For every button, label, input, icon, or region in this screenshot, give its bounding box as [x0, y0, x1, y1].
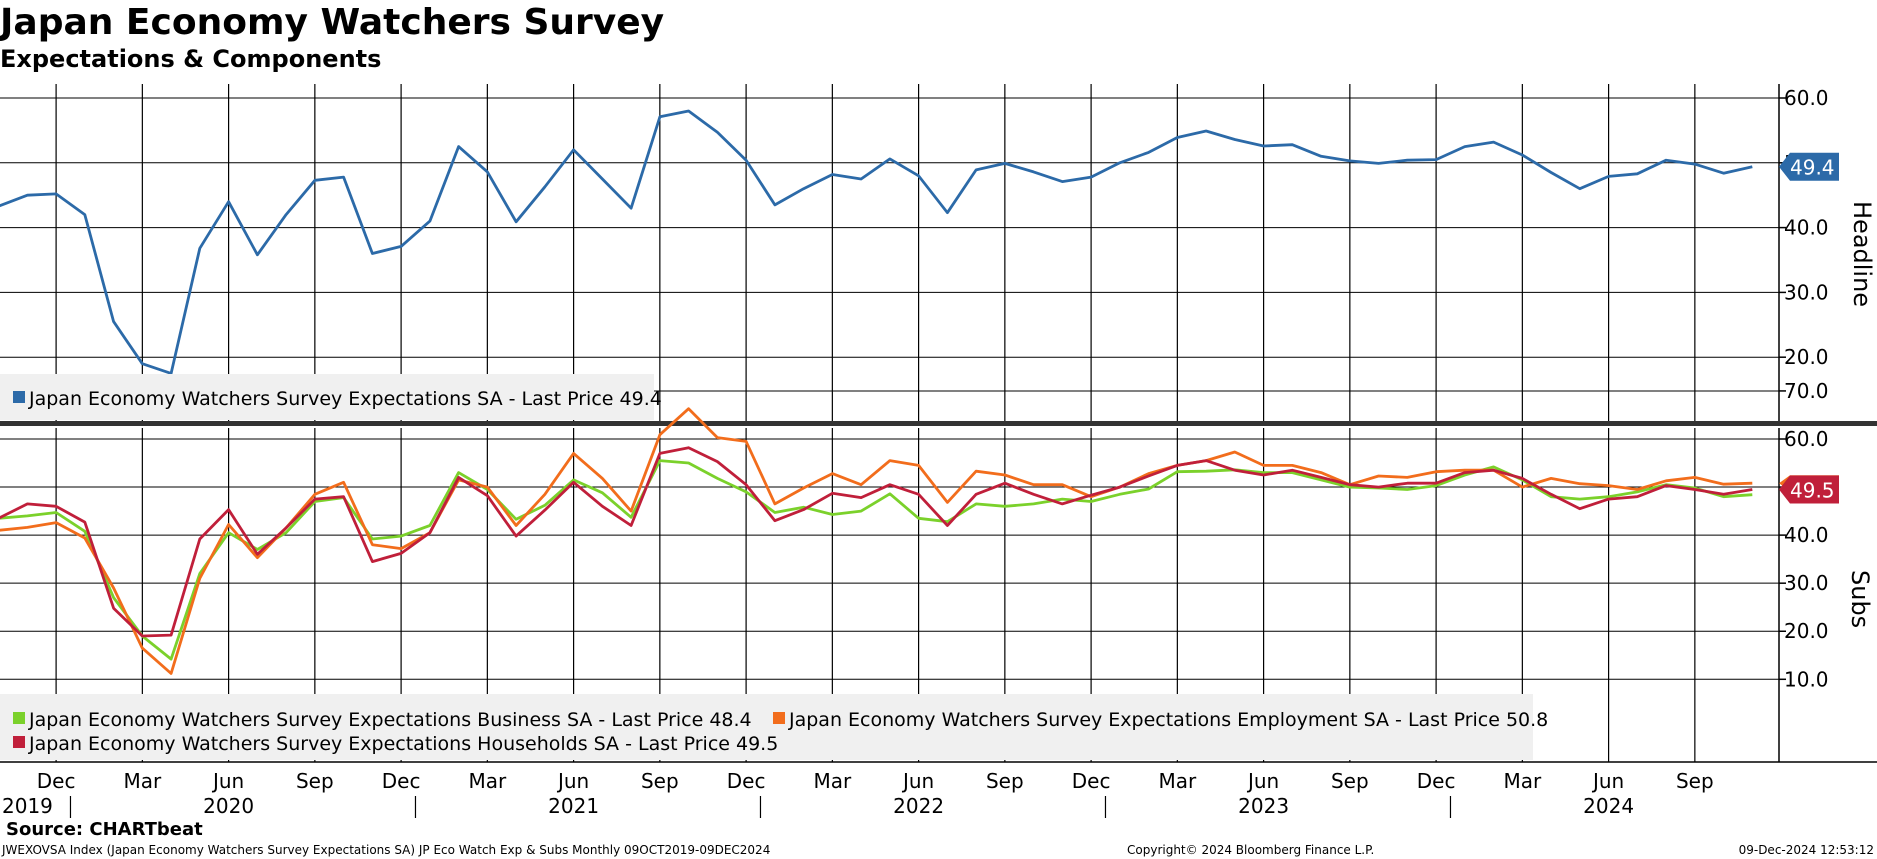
legend-swatch-business [13, 712, 25, 724]
y-tick-label: 20.0 [1784, 619, 1829, 643]
y-tick-label: 60.0 [1784, 427, 1829, 451]
x-year-label: 2023 [1238, 794, 1289, 818]
legend-swatch-households [13, 736, 25, 748]
x-tick-label: Jun [1591, 769, 1624, 793]
x-tick-label: Sep [1676, 769, 1714, 793]
x-tick-label: Dec [382, 769, 421, 793]
x-tick-label: Mar [813, 769, 852, 793]
y-tick-label: 30.0 [1784, 571, 1829, 595]
series-line-employment [0, 407, 1753, 675]
x-year-label: 2021 [548, 794, 599, 818]
headline-last-price-badge [1779, 152, 1839, 181]
households-last-price-label: 49.5 [1790, 478, 1835, 502]
source-note: Source: CHARTbeat [6, 819, 203, 840]
x-tick-label: Dec [1417, 769, 1456, 793]
x-tick-label: Sep [641, 769, 679, 793]
y-tick-label: 60.0 [1784, 86, 1829, 110]
y-tick-label: 70.0 [1784, 379, 1829, 403]
series-line-households [0, 446, 1753, 638]
panel-divider [0, 421, 1877, 426]
legend-swatch-employment [773, 712, 785, 724]
x-tick-label: Dec [727, 769, 766, 793]
legend-label-households: Japan Economy Watchers Survey Expectatio… [28, 733, 778, 755]
x-tick-label: Mar [1158, 769, 1197, 793]
y-tick-label: 10.0 [1784, 667, 1829, 691]
x-tick-label: Jun [1246, 769, 1279, 793]
y-tick-label: 30.0 [1784, 280, 1829, 304]
legend-label-employment: Japan Economy Watchers Survey Expectatio… [788, 709, 1548, 731]
x-tick-label: Jun [211, 769, 244, 793]
x-tick-label: Dec [37, 769, 76, 793]
legend-label-business: Japan Economy Watchers Survey Expectatio… [28, 709, 752, 731]
index-description: JWEXOVSA Index (Japan Economy Watchers S… [2, 843, 771, 857]
x-tick-label: Sep [296, 769, 334, 793]
series-line-business [0, 459, 1753, 661]
x-tick-label: Dec [1072, 769, 1111, 793]
x-tick-label: Sep [986, 769, 1024, 793]
y-tick-label: 20.0 [1784, 345, 1829, 369]
x-year-label: 2022 [893, 794, 944, 818]
series-line-headline [0, 109, 1753, 375]
x-tick-label: Mar [123, 769, 162, 793]
timestamp: 09-Dec-2024 12:53:12 [1738, 843, 1874, 857]
x-year-label: 2019 [2, 794, 53, 818]
x-year-label: 2024 [1583, 794, 1634, 818]
headline-last-price-label: 49.4 [1790, 156, 1835, 180]
y-tick-label: 40.0 [1784, 523, 1829, 547]
households-last-price-badge [1779, 475, 1839, 504]
chart-area: 20.030.040.050.060.010.020.030.040.050.0… [0, 84, 1877, 818]
x-tick-label: Mar [468, 769, 507, 793]
chart-title: Japan Economy Watchers Survey [0, 2, 665, 43]
x-tick-label: Sep [1331, 769, 1369, 793]
legend-label-headline: Japan Economy Watchers Survey Expectatio… [28, 388, 662, 410]
x-tick-label: Mar [1503, 769, 1542, 793]
x-year-label: 2020 [203, 794, 254, 818]
copyright-note: Copyright© 2024 Bloomberg Finance L.P. [1127, 843, 1375, 857]
y-axis-title: Headline [1848, 201, 1876, 307]
x-tick-label: Jun [556, 769, 589, 793]
x-tick-label: Jun [901, 769, 934, 793]
legend-swatch-headline [13, 391, 25, 403]
legend-box-top [0, 374, 654, 420]
y-axis-title: Subs [1846, 570, 1874, 628]
legend-box-bottom [0, 694, 1533, 760]
y-tick-label: 40.0 [1784, 216, 1829, 240]
chart-subtitle: Expectations & Components [0, 45, 382, 73]
